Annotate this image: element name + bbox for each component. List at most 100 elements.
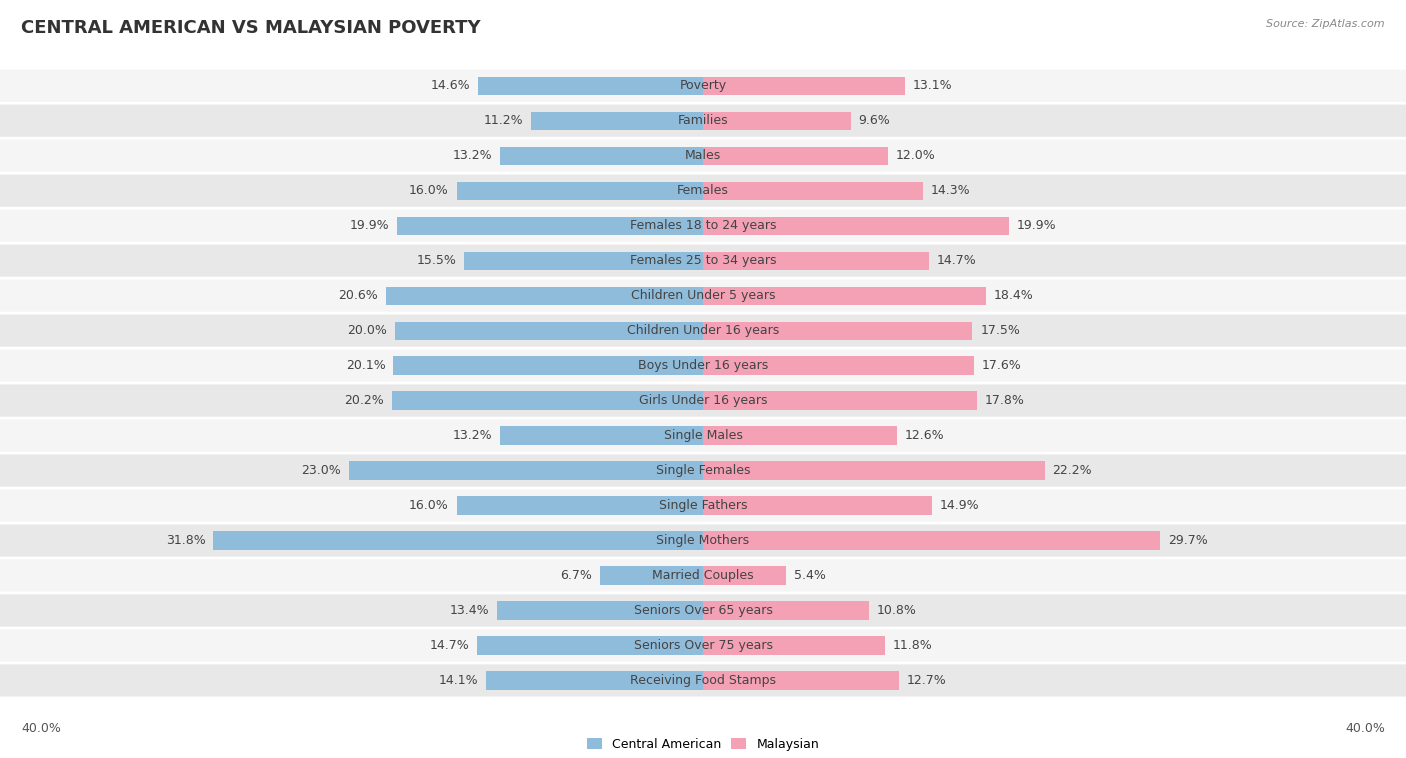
- Text: Females 18 to 24 years: Females 18 to 24 years: [630, 219, 776, 232]
- Text: 14.6%: 14.6%: [430, 80, 471, 92]
- FancyBboxPatch shape: [0, 663, 1406, 697]
- Text: 16.0%: 16.0%: [409, 184, 449, 197]
- Text: 11.2%: 11.2%: [484, 114, 523, 127]
- Text: 20.2%: 20.2%: [344, 394, 384, 407]
- FancyBboxPatch shape: [0, 139, 1406, 173]
- Bar: [703, 77, 904, 95]
- Text: 40.0%: 40.0%: [21, 722, 60, 735]
- Text: 13.2%: 13.2%: [453, 149, 492, 162]
- Text: Families: Families: [678, 114, 728, 127]
- FancyBboxPatch shape: [0, 594, 1406, 628]
- Text: Children Under 16 years: Children Under 16 years: [627, 324, 779, 337]
- Text: Females: Females: [678, 184, 728, 197]
- Text: 20.0%: 20.0%: [347, 324, 387, 337]
- Bar: [464, 252, 703, 270]
- FancyBboxPatch shape: [0, 278, 1406, 313]
- Text: 29.7%: 29.7%: [1168, 534, 1208, 547]
- FancyBboxPatch shape: [0, 104, 1406, 138]
- Bar: [703, 601, 869, 619]
- Text: Single Males: Single Males: [664, 429, 742, 442]
- Text: Source: ZipAtlas.com: Source: ZipAtlas.com: [1267, 19, 1385, 29]
- Text: 22.2%: 22.2%: [1053, 464, 1092, 477]
- FancyBboxPatch shape: [0, 418, 1406, 453]
- Text: 9.6%: 9.6%: [859, 114, 890, 127]
- Text: Receiving Food Stamps: Receiving Food Stamps: [630, 674, 776, 687]
- Bar: [703, 146, 887, 164]
- Text: 19.9%: 19.9%: [349, 219, 389, 232]
- Text: 13.2%: 13.2%: [453, 429, 492, 442]
- Text: Single Mothers: Single Mothers: [657, 534, 749, 547]
- Text: Married Couples: Married Couples: [652, 569, 754, 582]
- Text: 13.1%: 13.1%: [912, 80, 952, 92]
- Text: Single Females: Single Females: [655, 464, 751, 477]
- Text: Single Fathers: Single Fathers: [659, 499, 747, 512]
- Bar: [392, 391, 703, 409]
- Bar: [703, 287, 987, 305]
- Text: Girls Under 16 years: Girls Under 16 years: [638, 394, 768, 407]
- Text: 17.8%: 17.8%: [984, 394, 1025, 407]
- Text: 11.8%: 11.8%: [893, 639, 932, 652]
- FancyBboxPatch shape: [0, 208, 1406, 243]
- Text: 19.9%: 19.9%: [1017, 219, 1057, 232]
- Bar: [457, 182, 703, 200]
- Text: Poverty: Poverty: [679, 80, 727, 92]
- Bar: [499, 427, 703, 445]
- FancyBboxPatch shape: [0, 349, 1406, 383]
- Text: 12.7%: 12.7%: [907, 674, 946, 687]
- Bar: [530, 111, 703, 130]
- FancyBboxPatch shape: [0, 384, 1406, 418]
- Bar: [486, 672, 703, 690]
- Text: 20.1%: 20.1%: [346, 359, 385, 372]
- Text: Seniors Over 65 years: Seniors Over 65 years: [634, 604, 772, 617]
- FancyBboxPatch shape: [0, 523, 1406, 558]
- Text: 40.0%: 40.0%: [1346, 722, 1385, 735]
- Text: 14.1%: 14.1%: [439, 674, 478, 687]
- Text: 13.4%: 13.4%: [450, 604, 489, 617]
- FancyBboxPatch shape: [0, 488, 1406, 523]
- Bar: [703, 462, 1045, 480]
- FancyBboxPatch shape: [0, 68, 1406, 103]
- Text: Females 25 to 34 years: Females 25 to 34 years: [630, 254, 776, 267]
- Legend: Central American, Malaysian: Central American, Malaysian: [582, 733, 824, 756]
- Text: 20.6%: 20.6%: [339, 289, 378, 302]
- Bar: [703, 321, 973, 340]
- Bar: [496, 601, 703, 619]
- Bar: [703, 356, 974, 374]
- FancyBboxPatch shape: [0, 314, 1406, 348]
- Text: 10.8%: 10.8%: [877, 604, 917, 617]
- Bar: [600, 566, 703, 584]
- Bar: [703, 391, 977, 409]
- Bar: [457, 496, 703, 515]
- Text: Males: Males: [685, 149, 721, 162]
- FancyBboxPatch shape: [0, 628, 1406, 662]
- Text: 17.5%: 17.5%: [980, 324, 1021, 337]
- Text: 23.0%: 23.0%: [301, 464, 342, 477]
- Text: 14.7%: 14.7%: [936, 254, 977, 267]
- Text: 16.0%: 16.0%: [409, 499, 449, 512]
- Text: Seniors Over 75 years: Seniors Over 75 years: [634, 639, 772, 652]
- Text: 18.4%: 18.4%: [994, 289, 1033, 302]
- FancyBboxPatch shape: [0, 453, 1406, 487]
- Bar: [395, 321, 703, 340]
- Text: 5.4%: 5.4%: [794, 569, 825, 582]
- Bar: [703, 672, 898, 690]
- Text: Boys Under 16 years: Boys Under 16 years: [638, 359, 768, 372]
- Text: Children Under 5 years: Children Under 5 years: [631, 289, 775, 302]
- FancyBboxPatch shape: [0, 174, 1406, 208]
- Bar: [477, 637, 703, 655]
- Bar: [396, 217, 703, 235]
- Bar: [349, 462, 703, 480]
- Bar: [703, 182, 924, 200]
- Bar: [214, 531, 703, 550]
- Text: 15.5%: 15.5%: [416, 254, 457, 267]
- Bar: [703, 496, 932, 515]
- Bar: [703, 566, 786, 584]
- Bar: [703, 217, 1010, 235]
- Bar: [703, 637, 884, 655]
- Bar: [703, 427, 897, 445]
- Text: 31.8%: 31.8%: [166, 534, 205, 547]
- Text: 6.7%: 6.7%: [560, 569, 592, 582]
- Text: 12.0%: 12.0%: [896, 149, 935, 162]
- Bar: [703, 111, 851, 130]
- FancyBboxPatch shape: [0, 559, 1406, 593]
